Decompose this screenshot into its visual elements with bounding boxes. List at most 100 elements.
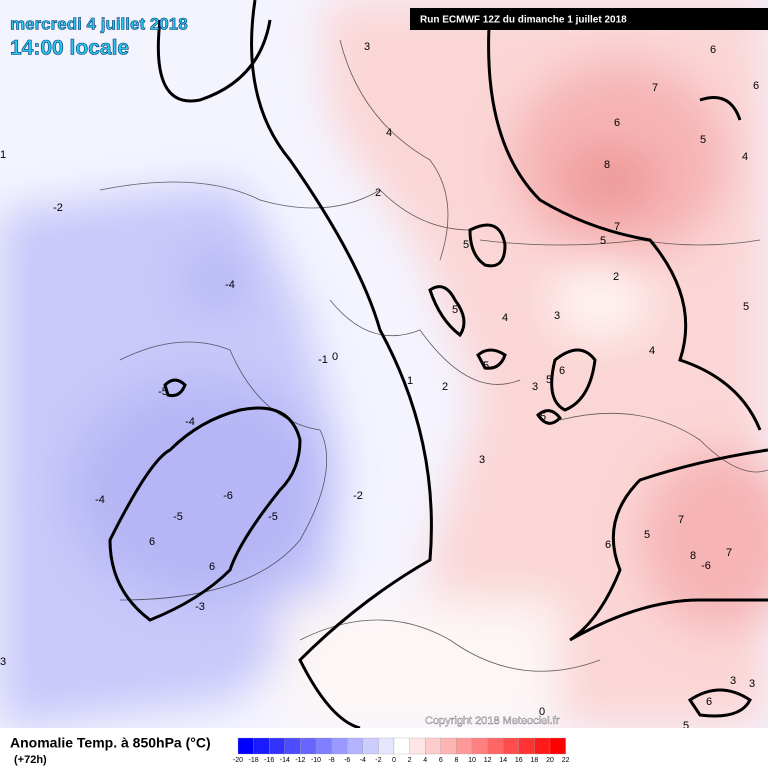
colorbar-tick-label: 2 xyxy=(408,757,412,764)
color-swatch xyxy=(456,737,473,755)
colorbar: -20 -18 -16 -14 -12 -10 -8 -6 -4 -2 0 2 4 6 8 10 12 14 16 1… xyxy=(233,737,570,764)
contour-label: 8 xyxy=(604,159,610,171)
contour-label: 3 xyxy=(532,381,538,393)
colorbar-tick-label: 14 xyxy=(499,757,507,764)
date-title: mercredi 4 juillet 2018 xyxy=(10,14,188,33)
contour-label: 7 xyxy=(652,82,658,94)
lead-time: (+72h) xyxy=(14,754,47,766)
contour-label: 3 xyxy=(0,656,6,668)
colorbar-tick-label: -18 xyxy=(249,757,259,764)
colorbar-tick-label: -16 xyxy=(264,757,274,764)
color-swatch xyxy=(549,737,566,755)
contour-label: -2 xyxy=(53,202,63,214)
colorbar-tick-label: -10 xyxy=(311,757,321,764)
contour-label: -4 xyxy=(95,494,105,506)
time-title: 14:00 locale xyxy=(10,37,129,60)
colorbar-tick-label: -2 xyxy=(375,757,381,764)
color-swatch xyxy=(269,737,285,755)
legend-title: Anomalie Temp. à 850hPa (°C) xyxy=(10,735,211,751)
contour-label: 3 xyxy=(730,675,736,687)
contour-label: 3 xyxy=(364,41,370,53)
contour-label: 1 xyxy=(407,375,413,387)
contour-label: -1 xyxy=(318,354,328,366)
colorbar-tick-label: 22 xyxy=(562,757,570,764)
contour-label: 2 xyxy=(613,271,619,283)
color-swatch xyxy=(409,737,426,755)
run-info: Run ECMWF 12Z du dimanche 1 juillet 2018 xyxy=(420,15,627,26)
contour-label: 5 xyxy=(452,304,458,316)
contour-label: 5 xyxy=(600,235,606,247)
contour-label: 6 xyxy=(559,365,565,377)
contour-label: 6 xyxy=(149,536,155,548)
contour-label: 5 xyxy=(540,411,546,423)
contour-label: -5 xyxy=(268,511,278,523)
contour-label: 5 xyxy=(483,360,489,372)
contour-label: 6 xyxy=(614,117,620,129)
colorbar-tick-label: 0 xyxy=(392,757,396,764)
color-swatch xyxy=(440,737,457,755)
color-swatch xyxy=(362,737,379,755)
color-swatch xyxy=(331,737,348,755)
contour-label: -6 xyxy=(223,490,233,502)
colorbar-tick-label: -12 xyxy=(295,757,305,764)
color-swatch xyxy=(471,737,488,755)
colorbar-tick-label: -8 xyxy=(328,757,334,764)
color-swatch xyxy=(518,737,535,755)
contour-label: 2 xyxy=(442,381,448,393)
contour-label: -4 xyxy=(225,279,235,291)
colorbar-tick-label: 12 xyxy=(484,757,492,764)
colorbar-tick-label: -14 xyxy=(280,757,290,764)
contour-label: 6 xyxy=(209,561,215,573)
color-swatch xyxy=(347,737,363,755)
contour-label: 5 xyxy=(644,529,650,541)
color-swatch xyxy=(425,737,441,755)
contour-label: 3 xyxy=(479,454,485,466)
contour-label: 7 xyxy=(726,547,732,559)
color-swatch xyxy=(237,737,254,755)
run-banner xyxy=(410,8,768,30)
contour-label: 6 xyxy=(710,44,716,56)
contour-label: 8 xyxy=(690,550,696,562)
color-swatch xyxy=(253,737,270,755)
colorbar-tick-label: 8 xyxy=(454,757,458,764)
contour-label: -5 xyxy=(158,386,168,398)
contour-label: 5 xyxy=(463,239,469,251)
contour-label: -5 xyxy=(173,511,183,523)
contour-label: 4 xyxy=(502,312,508,324)
color-swatch xyxy=(534,737,551,755)
contour-label: -6 xyxy=(701,560,711,572)
contour-label: 4 xyxy=(386,127,392,139)
contour-label: -2 xyxy=(353,490,363,502)
contour-label: -4 xyxy=(185,416,195,428)
contour-label: 5 xyxy=(743,301,749,313)
contour-label: 5 xyxy=(683,720,689,732)
colorbar-tick-label: 18 xyxy=(531,757,539,764)
contour-label: 3 xyxy=(554,310,560,322)
color-swatch xyxy=(378,737,395,755)
contour-label: 1 xyxy=(0,149,6,161)
colorbar-tick-label: 20 xyxy=(546,757,554,764)
colorbar-tick-label: 6 xyxy=(439,757,443,764)
colorbar-tick-label: 4 xyxy=(423,757,427,764)
copyright: Copyright 2018 Meteociel.fr xyxy=(425,715,560,727)
color-swatch xyxy=(284,737,301,755)
colorbar-tick-label: -4 xyxy=(360,757,366,764)
color-swatch xyxy=(393,737,410,755)
contour-label: 6 xyxy=(753,80,759,92)
contour-label: 7 xyxy=(678,514,684,526)
colorbar-tick-label: 10 xyxy=(468,757,476,764)
contour-label: 2 xyxy=(375,187,381,199)
colorbar-tick-label: -20 xyxy=(233,757,243,764)
contour-label: -3 xyxy=(195,601,205,613)
contour-label: 7 xyxy=(614,221,620,233)
contour-label: 5 xyxy=(700,134,706,146)
contour-label: 6 xyxy=(706,696,712,708)
contour-label: 0 xyxy=(332,351,338,363)
color-swatch xyxy=(503,737,519,755)
colorbar-tick-label: 16 xyxy=(515,757,523,764)
colorbar-tick-label: -6 xyxy=(344,757,350,764)
color-swatch xyxy=(315,737,332,755)
color-swatch xyxy=(487,737,504,755)
